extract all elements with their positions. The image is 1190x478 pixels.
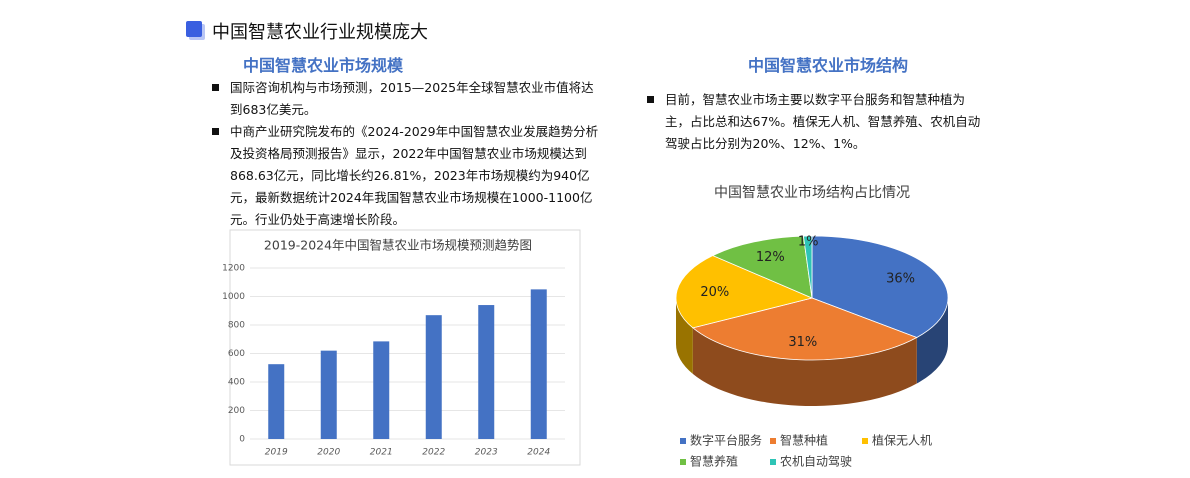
bar [320, 350, 337, 439]
legend-label: 智慧种植 [780, 433, 828, 448]
legend-label: 植保无人机 [872, 433, 932, 448]
data-label: 12% [756, 250, 785, 265]
bullet: 目前，智慧农业市场主要以数字平台服务和智慧种植为主，占比总和达67%。植保无人机… [647, 89, 987, 155]
y-tick-label: 400 [228, 378, 245, 388]
pie-slice [811, 235, 949, 338]
bar [425, 315, 442, 439]
pie-slice [675, 255, 814, 329]
header-icon [186, 21, 202, 37]
legend-swatch [770, 438, 776, 444]
y-tick-label: 200 [228, 406, 245, 416]
legend-label: 智慧养殖 [690, 454, 738, 469]
legend-swatch [680, 438, 686, 444]
data-label: 31% [788, 335, 817, 350]
x-tick-label: 2020 [317, 448, 340, 458]
bar [530, 289, 547, 439]
section-heading: 中国智慧农业市场结构 [747, 56, 908, 75]
legend-label: 数字平台服务 [690, 433, 762, 448]
legend-swatch [862, 438, 868, 444]
page-title: 中国智慧农业行业规模庞大 [212, 22, 428, 43]
y-tick-label: 1200 [222, 264, 245, 274]
bullet-list: 目前，智慧农业市场主要以数字平台服务和智慧种植为主，占比总和达67%。植保无人机… [647, 89, 987, 155]
bullet: 国际咨询机构与市场预测，2015—2025年全球智慧农业市值将达到683亿美元。 [212, 77, 600, 121]
pie-slice [803, 235, 813, 299]
y-tick-label: 800 [228, 321, 245, 331]
pie-side [676, 298, 693, 374]
chart-title: 2019-2024年中国智慧农业市场规模预测趋势图 [264, 238, 532, 253]
x-tick-label: 2021 [370, 448, 393, 458]
bar [268, 364, 285, 439]
x-tick-label: 2024 [527, 448, 550, 458]
pie-slice [691, 297, 918, 361]
chart-title: 中国智慧农业市场结构占比情况 [714, 184, 910, 201]
x-tick-label: 2023 [475, 448, 498, 458]
data-label: 1% [798, 235, 819, 250]
x-tick-label: 2019 [265, 448, 288, 458]
y-tick-label: 600 [228, 349, 245, 359]
bar [478, 305, 495, 439]
chart-frame [229, 229, 581, 466]
pie-slice [711, 235, 813, 299]
section-heading: 中国智慧农业市场规模 [242, 56, 403, 75]
data-label: 36% [886, 271, 915, 286]
legend-swatch [770, 459, 776, 465]
bullet-list: 国际咨询机构与市场预测，2015—2025年全球智慧农业市值将达到683亿美元。… [212, 77, 600, 231]
bar [373, 341, 390, 439]
legend-label: 农机自动驾驶 [780, 454, 852, 469]
x-tick-label: 2022 [422, 448, 445, 458]
y-tick-label: 1000 [222, 292, 245, 302]
data-label: 20% [700, 285, 729, 300]
bullet: 中商产业研究院发布的《2024-2029年中国智慧农业发展趋势分析及投资格局预测… [212, 121, 600, 231]
y-tick-label: 0 [239, 435, 245, 445]
legend-swatch [680, 459, 686, 465]
pie-side [692, 327, 917, 406]
